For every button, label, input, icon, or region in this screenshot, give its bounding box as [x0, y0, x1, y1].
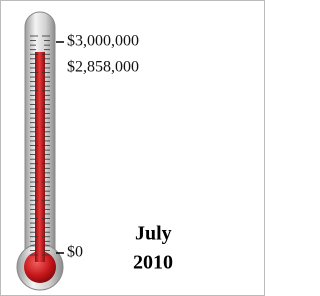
annotation: July: [135, 223, 172, 245]
annotation: 2010: [133, 252, 173, 274]
y-tick-label: $3,000,000: [67, 33, 139, 50]
chart: $0 $3,000,000 $2,858,000 July 2010: [0, 0, 265, 296]
y-tick-label: $0: [67, 244, 83, 261]
mercury: [35, 52, 45, 262]
value-label: $2,858,000: [67, 59, 139, 76]
